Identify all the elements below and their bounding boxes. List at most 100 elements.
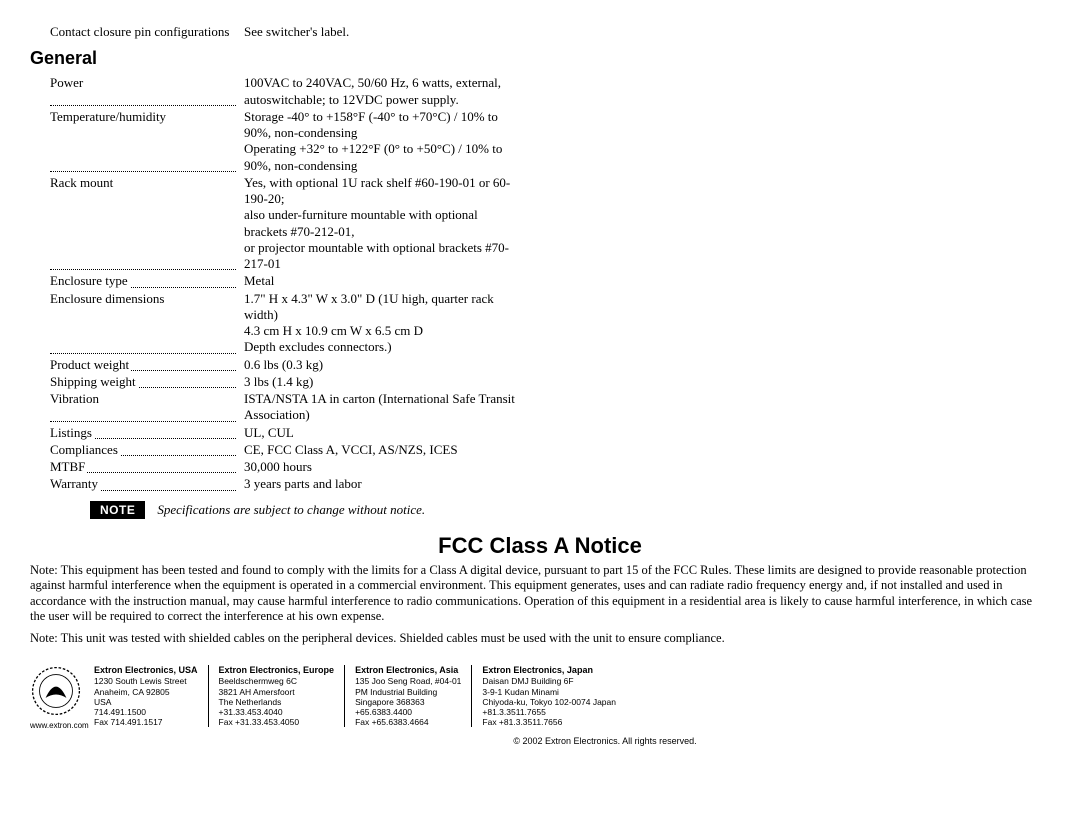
footer-col-line: +31.33.453.4040 bbox=[219, 707, 335, 717]
footer-col-line: Chiyoda-ku, Tokyo 102-0074 Japan bbox=[482, 697, 616, 707]
extron-logo-icon bbox=[30, 665, 82, 717]
spec-value: Yes, with optional 1U rack shelf #60-190… bbox=[240, 175, 524, 273]
general-spec-list: Power 100VAC to 240VAC, 50/60 Hz, 6 watt… bbox=[30, 75, 1050, 492]
footer-columns: Extron Electronics, USA1230 South Lewis … bbox=[94, 665, 1050, 728]
spec-value: 30,000 hours bbox=[240, 459, 524, 475]
footer: www.extron.com Extron Electronics, USA12… bbox=[30, 665, 1050, 731]
spec-value: Metal bbox=[240, 273, 524, 289]
footer-col-line: 3-9-1 Kudan Minami bbox=[482, 687, 616, 697]
footer-col-line: Singapore 368363 bbox=[355, 697, 461, 707]
spec-label: MTBF bbox=[50, 459, 240, 475]
footer-col-line: 714.491.1500 bbox=[94, 707, 198, 717]
spec-value: See switcher's label. bbox=[240, 24, 524, 40]
footer-col-title: Extron Electronics, Asia bbox=[355, 665, 461, 676]
spec-row-contact-closure: Contact closure pin configurations See s… bbox=[50, 24, 1050, 40]
leader-dots bbox=[50, 353, 236, 354]
footer-col-line: Fax +65.6383.4664 bbox=[355, 717, 461, 727]
spec-label: Rack mount bbox=[50, 175, 240, 273]
footer-col-line: Anaheim, CA 92805 bbox=[94, 687, 198, 697]
spec-value: 100VAC to 240VAC, 50/60 Hz, 6 watts, ext… bbox=[240, 75, 524, 108]
footer-col-line: 3821 AH Amersfoort bbox=[219, 687, 335, 697]
footer-col: Extron Electronics, JapanDaisan DMJ Buil… bbox=[471, 665, 626, 728]
label-text: Enclosure type bbox=[50, 273, 130, 288]
spec-label: Contact closure pin configurations bbox=[50, 24, 240, 40]
spec-row: Shipping weight 3 lbs (1.4 kg) bbox=[50, 374, 1050, 390]
spec-label: Vibration bbox=[50, 391, 240, 424]
leader-dots bbox=[50, 171, 236, 172]
spec-label: Product weight bbox=[50, 357, 240, 373]
label-text: Temperature/humidity bbox=[50, 109, 168, 124]
spec-row: Vibration ISTA/NSTA 1A in carton (Intern… bbox=[50, 391, 1050, 424]
footer-col-line: 135 Joo Seng Road, #04-01 bbox=[355, 676, 461, 686]
label-text: Contact closure pin configurations bbox=[50, 24, 231, 39]
footer-url: www.extron.com bbox=[30, 721, 94, 731]
note-text: Specifications are subject to change wit… bbox=[157, 502, 425, 518]
spec-label: Listings bbox=[50, 425, 240, 441]
spec-value: 1.7" H x 4.3" W x 3.0" D (1U high, quart… bbox=[240, 291, 524, 356]
label-text: Enclosure dimensions bbox=[50, 291, 166, 306]
spec-row: Temperature/humidity Storage -40° to +15… bbox=[50, 109, 1050, 174]
leader-dots bbox=[50, 105, 236, 106]
leader-dots bbox=[50, 421, 236, 422]
spec-label: Compliances bbox=[50, 442, 240, 458]
leader-dots bbox=[50, 269, 236, 270]
spec-label: Temperature/humidity bbox=[50, 109, 240, 174]
fcc-heading: FCC Class A Notice bbox=[30, 533, 1050, 559]
label-text: Power bbox=[50, 75, 85, 90]
general-heading: General bbox=[30, 48, 1050, 69]
footer-col-line: Fax +31.33.453.4050 bbox=[219, 717, 335, 727]
spec-label: Enclosure dimensions bbox=[50, 291, 240, 356]
spec-value: 3 years parts and labor bbox=[240, 476, 524, 492]
spec-row: Warranty 3 years parts and labor bbox=[50, 476, 1050, 492]
spec-label: Warranty bbox=[50, 476, 240, 492]
footer-col: Extron Electronics, USA1230 South Lewis … bbox=[94, 665, 208, 728]
footer-col-title: Extron Electronics, Europe bbox=[219, 665, 335, 676]
spec-value: UL, CUL bbox=[240, 425, 524, 441]
footer-col: Extron Electronics, EuropeBeeldschermweg… bbox=[208, 665, 345, 728]
footer-col-line: USA bbox=[94, 697, 198, 707]
footer-col: Extron Electronics, Asia135 Joo Seng Roa… bbox=[344, 665, 471, 728]
label-text: MTBF bbox=[50, 459, 87, 474]
footer-left: www.extron.com bbox=[30, 665, 94, 731]
spec-label: Enclosure type bbox=[50, 273, 240, 289]
spec-row: Power 100VAC to 240VAC, 50/60 Hz, 6 watt… bbox=[50, 75, 1050, 108]
footer-col-title: Extron Electronics, Japan bbox=[482, 665, 616, 676]
footer-col-line: 1230 South Lewis Street bbox=[94, 676, 198, 686]
fcc-paragraph-2: Note: This unit was tested with shielded… bbox=[30, 631, 1050, 647]
spec-value: ISTA/NSTA 1A in carton (International Sa… bbox=[240, 391, 524, 424]
footer-col-line: Fax +81.3.3511.7656 bbox=[482, 717, 616, 727]
spec-value: Storage -40° to +158°F (-40° to +70°C) /… bbox=[240, 109, 524, 174]
footer-col-title: Extron Electronics, USA bbox=[94, 665, 198, 676]
label-text: Compliances bbox=[50, 442, 120, 457]
spec-label: Power bbox=[50, 75, 240, 108]
spec-row: Rack mount Yes, with optional 1U rack sh… bbox=[50, 175, 1050, 273]
fcc-paragraph-1: Note: This equipment has been tested and… bbox=[30, 563, 1050, 626]
label-text: Shipping weight bbox=[50, 374, 138, 389]
spec-value: CE, FCC Class A, VCCI, AS/NZS, ICES bbox=[240, 442, 524, 458]
footer-col-line: Fax 714.491.1517 bbox=[94, 717, 198, 727]
spec-row: Listings UL, CUL bbox=[50, 425, 1050, 441]
note-badge: NOTE bbox=[90, 501, 145, 519]
page: Contact closure pin configurations See s… bbox=[0, 0, 1080, 756]
spec-row: Enclosure type Metal bbox=[50, 273, 1050, 289]
copyright: © 2002 Extron Electronics. All rights re… bbox=[160, 736, 1050, 746]
spec-row: Compliances CE, FCC Class A, VCCI, AS/NZ… bbox=[50, 442, 1050, 458]
spec-row: MTBF 30,000 hours bbox=[50, 459, 1050, 475]
footer-col-line: +81.3.3511.7655 bbox=[482, 707, 616, 717]
footer-col-line: Daisan DMJ Building 6F bbox=[482, 676, 616, 686]
spec-row: Product weight 0.6 lbs (0.3 kg) bbox=[50, 357, 1050, 373]
label-text: Product weight bbox=[50, 357, 131, 372]
spec-row: Enclosure dimensions 1.7" H x 4.3" W x 3… bbox=[50, 291, 1050, 356]
footer-col-line: The Netherlands bbox=[219, 697, 335, 707]
label-text: Vibration bbox=[50, 391, 101, 406]
footer-col-line: Beeldschermweg 6C bbox=[219, 676, 335, 686]
footer-col-line: +65.6383.4400 bbox=[355, 707, 461, 717]
label-text: Rack mount bbox=[50, 175, 115, 190]
spec-value: 3 lbs (1.4 kg) bbox=[240, 374, 524, 390]
spec-value: 0.6 lbs (0.3 kg) bbox=[240, 357, 524, 373]
footer-col-line: PM Industrial Building bbox=[355, 687, 461, 697]
label-text: Listings bbox=[50, 425, 94, 440]
spec-label: Shipping weight bbox=[50, 374, 240, 390]
label-text: Warranty bbox=[50, 476, 100, 491]
note-row: NOTE Specifications are subject to chang… bbox=[90, 501, 1050, 519]
